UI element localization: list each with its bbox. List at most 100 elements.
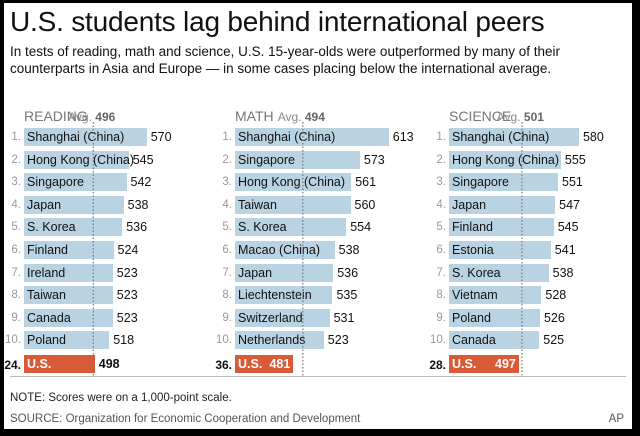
science-bar <box>449 286 542 305</box>
math-avg-value: 494 <box>304 110 325 124</box>
reading-country-label: Taiwan <box>27 288 66 303</box>
science-avg-line-layer <box>521 122 523 376</box>
science-country-label: S. Korea <box>452 265 501 280</box>
science-panel-title: SCIENCE <box>449 108 512 124</box>
math-row: 36. U.S. 481 <box>215 353 415 375</box>
science-country-label: Vietnam <box>452 288 498 303</box>
science-country-label: Hong Kong (China) <box>452 152 560 167</box>
chart-subtitle: In tests of reading, math and science, U… <box>10 44 561 76</box>
math-avg-label: Avg. 494 <box>278 110 325 124</box>
reading-row: 24. U.S. 498 <box>4 353 204 375</box>
reading-rank: 10. <box>5 334 21 347</box>
reading-rank: 7. <box>11 266 21 279</box>
math-row: 8. Liechtenstein 535 <box>215 284 415 306</box>
science-bar <box>449 218 554 237</box>
infographic-card: U.S. students lag behind international p… <box>4 3 632 429</box>
reading-score-label: 523 <box>116 288 138 303</box>
math-bar <box>235 218 347 237</box>
science-country-label: U.S. <box>452 357 477 371</box>
science-country-label: Finland <box>452 220 493 235</box>
math-bar <box>235 195 351 214</box>
reading-row: 5. S. Korea 536 <box>4 216 204 238</box>
math-rank: 5. <box>222 221 232 234</box>
math-row: 6. Macao (China) 538 <box>215 239 415 261</box>
reading-country-label: S. Korea <box>27 220 76 235</box>
reading-bar <box>24 286 113 305</box>
math-row: 1. Shanghai (China) 613 <box>215 126 415 148</box>
math-rank: 7. <box>222 266 232 279</box>
math-bar <box>235 331 324 350</box>
math-bar <box>235 128 389 146</box>
science-score-label: 497 <box>495 357 516 371</box>
math-score-label: 554 <box>350 220 372 235</box>
math-row: 9. Switzerland 531 <box>215 307 415 329</box>
reading-bar <box>24 355 95 373</box>
math-bar <box>235 241 335 259</box>
math-header: MATH Avg. 494 <box>215 106 415 124</box>
math-bar <box>235 263 334 282</box>
math-bar <box>235 286 333 305</box>
math-country-label: S. Korea <box>238 220 287 235</box>
math-panel: MATH Avg. 494 1. Shanghai (China) 613 2. Singa… <box>215 106 415 376</box>
reading-score-label: 518 <box>113 333 135 348</box>
reading-rank: 6. <box>11 244 21 256</box>
reading-country-label: Ireland <box>27 265 66 280</box>
math-row: 5. S. Korea 554 <box>215 216 415 238</box>
science-rank: 4. <box>436 198 446 211</box>
reading-row: 3. Singapore 542 <box>4 171 204 193</box>
reading-avg-value: 496 <box>95 110 116 124</box>
reading-country-label: Hong Kong (China) <box>27 152 135 167</box>
reading-avg-label: Avg. 496 <box>68 110 115 124</box>
science-score-label: 555 <box>564 152 586 167</box>
math-bar <box>235 173 352 192</box>
science-rank: 28. <box>429 358 446 372</box>
math-score-label: 538 <box>338 243 360 257</box>
science-row: 1. Shanghai (China) 580 <box>429 126 629 148</box>
reading-row: 8. Taiwan 523 <box>4 284 204 306</box>
reading-avg-line-layer <box>92 122 94 376</box>
science-row: 8. Vietnam 528 <box>429 284 629 306</box>
math-score-label: 560 <box>354 197 376 212</box>
math-row: 7. Japan 536 <box>215 262 415 284</box>
science-row: 5. Finland 545 <box>429 216 629 238</box>
science-country-label: Canada <box>452 333 496 348</box>
reading-score-label: 538 <box>127 197 149 212</box>
math-bar <box>235 308 330 327</box>
science-rank: 2. <box>436 153 446 166</box>
credit-text: AP <box>608 413 624 425</box>
science-bar <box>449 128 579 146</box>
science-rank: 5. <box>436 221 446 234</box>
reading-country-label: Shanghai (China) <box>27 130 125 144</box>
science-score-label: 528 <box>545 288 567 303</box>
math-country-label: Hong Kong (China) <box>238 175 346 190</box>
reading-rank: 5. <box>11 221 21 234</box>
reading-bar <box>24 218 123 237</box>
science-header: SCIENCE Avg. 501 <box>429 106 629 124</box>
science-score-label: 538 <box>552 265 574 280</box>
science-row: 4. Japan 547 <box>429 194 629 216</box>
science-country-label: Poland <box>452 310 491 325</box>
reading-score-label: 524 <box>117 243 139 257</box>
math-avg-text: Avg. <box>277 110 305 124</box>
science-panel: SCIENCE Avg. 501 1. Shanghai (China) 580 2. Ho… <box>429 106 629 376</box>
math-country-label: Taiwan <box>238 197 277 212</box>
science-avg-value: 501 <box>523 110 544 124</box>
science-rank: 1. <box>436 131 446 143</box>
science-rank: 8. <box>436 289 446 302</box>
math-country-label: U.S. <box>238 357 263 371</box>
science-bar <box>449 150 561 169</box>
science-country-label: Singapore <box>452 175 509 190</box>
science-score-label: 545 <box>557 220 579 235</box>
math-row: 2. Singapore 573 <box>215 149 415 171</box>
math-score-label: 536 <box>337 265 359 280</box>
science-score-label: 580 <box>582 130 604 144</box>
math-country-label: Macao (China) <box>238 243 320 257</box>
math-rank: 4. <box>222 198 232 211</box>
science-score-label: 525 <box>543 333 565 348</box>
reading-rank: 1. <box>11 131 21 143</box>
math-score-label: 481 <box>269 357 291 371</box>
reading-score-label: 523 <box>116 310 138 325</box>
science-score-label: 547 <box>559 197 580 212</box>
science-rank: 6. <box>436 244 446 256</box>
science-bar <box>449 263 549 282</box>
